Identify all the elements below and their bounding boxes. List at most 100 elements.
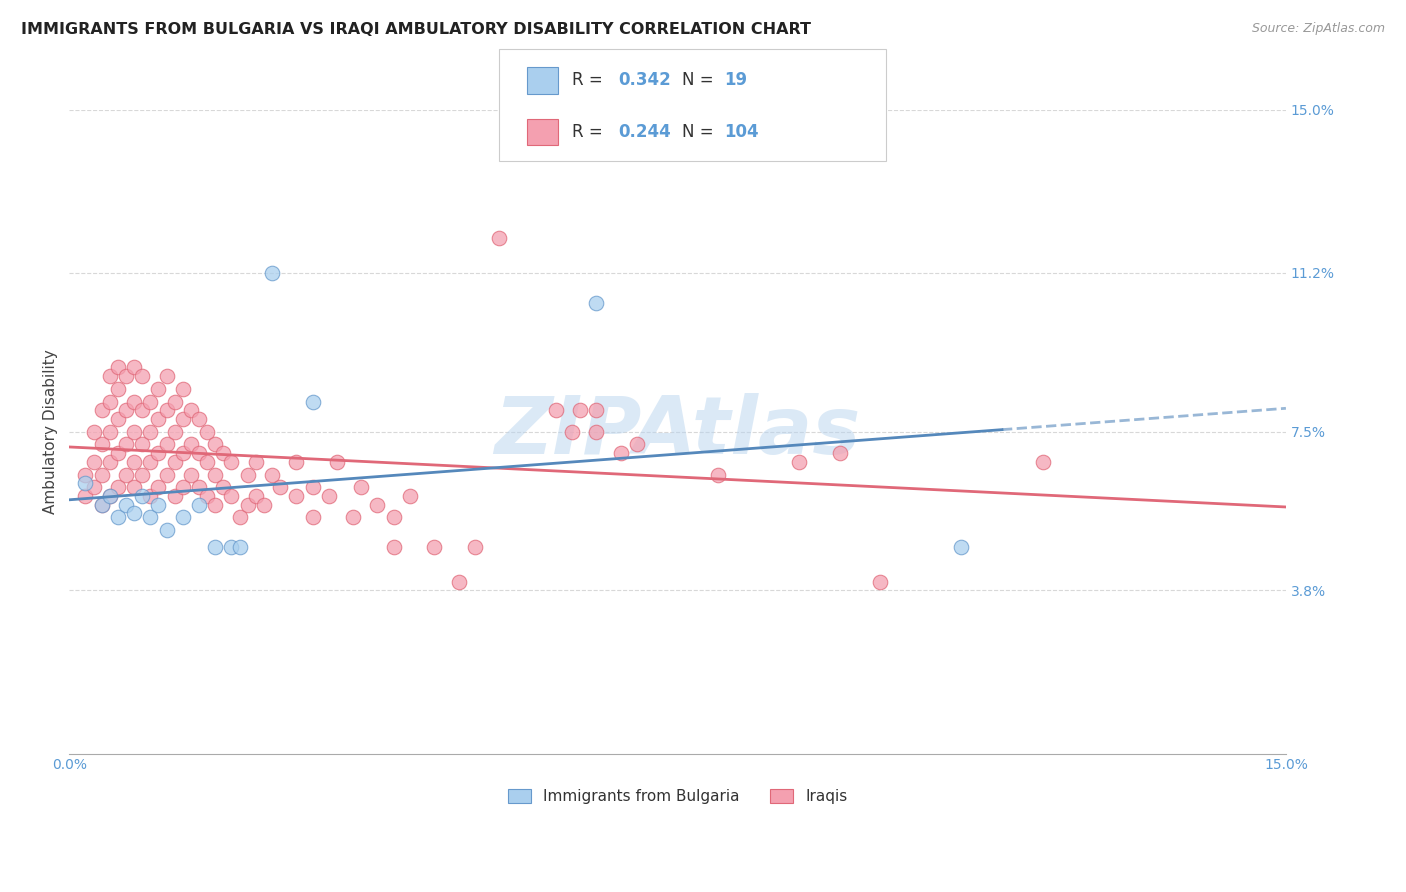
Text: N =: N = — [682, 71, 718, 89]
Point — [163, 455, 186, 469]
Point — [115, 498, 138, 512]
Point — [90, 437, 112, 451]
Point — [366, 498, 388, 512]
Point — [131, 368, 153, 383]
Point — [90, 498, 112, 512]
Point — [148, 480, 170, 494]
Point — [180, 403, 202, 417]
Point — [163, 489, 186, 503]
Point — [139, 510, 162, 524]
Text: IMMIGRANTS FROM BULGARIA VS IRAQI AMBULATORY DISABILITY CORRELATION CHART: IMMIGRANTS FROM BULGARIA VS IRAQI AMBULA… — [21, 22, 811, 37]
Point — [122, 360, 145, 375]
Point — [204, 467, 226, 482]
Point — [131, 437, 153, 451]
Point — [447, 574, 470, 589]
Point — [204, 541, 226, 555]
Point — [115, 403, 138, 417]
Point — [75, 476, 97, 491]
Point — [98, 368, 121, 383]
Point — [83, 455, 105, 469]
Point — [115, 437, 138, 451]
Point — [236, 498, 259, 512]
Point — [131, 467, 153, 482]
Point — [221, 489, 243, 503]
Point — [148, 411, 170, 425]
Point — [269, 480, 291, 494]
Point — [228, 510, 250, 524]
Point — [707, 467, 730, 482]
Point — [245, 455, 267, 469]
Point — [626, 437, 648, 451]
Point — [75, 467, 97, 482]
Point — [148, 498, 170, 512]
Point — [1032, 455, 1054, 469]
Point — [155, 524, 177, 538]
Point — [83, 480, 105, 494]
Point — [610, 446, 633, 460]
Point — [131, 489, 153, 503]
Point — [285, 455, 308, 469]
Point — [115, 368, 138, 383]
Point — [828, 446, 851, 460]
Point — [221, 455, 243, 469]
Point — [122, 506, 145, 520]
Point — [139, 425, 162, 439]
Point — [301, 394, 323, 409]
Point — [301, 480, 323, 494]
Point — [188, 480, 211, 494]
Point — [260, 266, 283, 280]
Point — [98, 489, 121, 503]
Point — [90, 403, 112, 417]
Point — [318, 489, 340, 503]
Y-axis label: Ambulatory Disability: Ambulatory Disability — [44, 350, 58, 514]
Point — [98, 394, 121, 409]
Point — [75, 489, 97, 503]
Point — [155, 437, 177, 451]
Point — [98, 455, 121, 469]
Point — [148, 446, 170, 460]
Point — [98, 425, 121, 439]
Point — [115, 467, 138, 482]
Point — [172, 382, 194, 396]
Text: N =: N = — [682, 123, 718, 141]
Point — [188, 498, 211, 512]
Point — [155, 403, 177, 417]
Text: ZIPAtlas: ZIPAtlas — [495, 392, 860, 471]
Point — [180, 467, 202, 482]
Point — [107, 446, 129, 460]
Point — [236, 467, 259, 482]
Point — [148, 382, 170, 396]
Point — [107, 360, 129, 375]
Point — [180, 437, 202, 451]
Point — [107, 480, 129, 494]
Point — [155, 467, 177, 482]
Text: 0.244: 0.244 — [619, 123, 672, 141]
Text: R =: R = — [572, 123, 609, 141]
Point — [228, 541, 250, 555]
Point — [90, 498, 112, 512]
Point — [163, 394, 186, 409]
Point — [195, 425, 218, 439]
Point — [163, 425, 186, 439]
Point — [787, 455, 810, 469]
Text: 19: 19 — [724, 71, 747, 89]
Point — [382, 541, 405, 555]
Point — [245, 489, 267, 503]
Point — [399, 489, 422, 503]
Point — [122, 480, 145, 494]
Point — [561, 425, 583, 439]
Point — [139, 394, 162, 409]
Point — [342, 510, 364, 524]
Text: Source: ZipAtlas.com: Source: ZipAtlas.com — [1251, 22, 1385, 36]
Point — [195, 455, 218, 469]
Point — [122, 394, 145, 409]
Point — [326, 455, 349, 469]
Point — [212, 446, 235, 460]
Point — [253, 498, 276, 512]
Point — [107, 411, 129, 425]
Point — [569, 403, 592, 417]
Point — [122, 455, 145, 469]
Point — [544, 403, 567, 417]
Point — [423, 541, 446, 555]
Point — [83, 425, 105, 439]
